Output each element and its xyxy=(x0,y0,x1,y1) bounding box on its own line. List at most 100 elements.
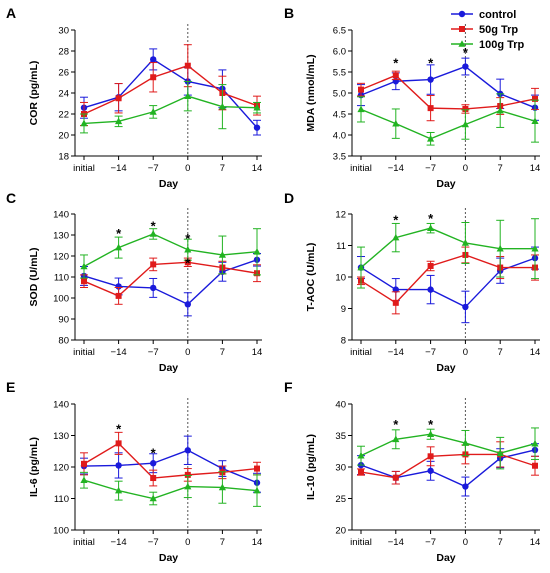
significance-mark: * xyxy=(463,45,469,60)
y-tick-label: 24 xyxy=(58,88,69,99)
x-axis-title: Day xyxy=(436,362,455,374)
data-point xyxy=(81,460,87,467)
series-line xyxy=(360,108,536,140)
data-point xyxy=(427,262,434,269)
data-point xyxy=(150,56,157,63)
series-line xyxy=(360,254,535,304)
data-point xyxy=(357,451,365,459)
x-tick-label: −7 xyxy=(148,537,159,548)
data-point xyxy=(392,435,400,443)
data-point xyxy=(115,462,122,469)
x-tick-label: 7 xyxy=(220,537,225,548)
series-line xyxy=(83,261,258,297)
x-axis-title: Day xyxy=(436,178,455,190)
data-point xyxy=(392,72,399,79)
x-tick-label: 14 xyxy=(252,347,263,358)
legend: control 50g Trp 100g Trp xyxy=(451,9,525,51)
data-point xyxy=(392,119,400,127)
x-tick-label: initial xyxy=(350,537,372,548)
chart-panel-d: D 8 9 10 11 12 initial −14 −7 0 7 14 Day T-AOC (U/mL)… xyxy=(284,190,540,374)
legend-item: 50g Trp xyxy=(451,24,518,36)
chart-panel-f: F 20 25 30 35 40 initial −14 −7 0 7 14 Day IL-10 (pg/… xyxy=(284,379,540,564)
data-point xyxy=(253,124,261,131)
data-point xyxy=(532,462,538,469)
chart-panel-a: A 18 20 22 24 26 28 30 initial −14 −7 0 7 14 Day COR (p… xyxy=(6,5,262,190)
y-tick-label: 35 xyxy=(335,431,346,442)
series-50g-trp xyxy=(357,70,539,122)
data-point xyxy=(531,117,539,124)
data-point xyxy=(218,483,226,491)
data-point xyxy=(184,259,191,266)
series-line xyxy=(360,74,536,110)
x-tick-label: 7 xyxy=(498,347,503,358)
legend-label: control xyxy=(479,9,516,21)
x-tick-label: 0 xyxy=(463,347,468,358)
y-tick-label: 80 xyxy=(58,335,69,346)
significance-mark: * xyxy=(428,211,434,226)
data-point xyxy=(81,278,87,285)
data-point xyxy=(392,286,399,293)
series-100g-trp xyxy=(80,80,261,134)
data-point xyxy=(184,92,192,99)
series-line xyxy=(360,433,536,457)
y-tick-label: 100 xyxy=(53,525,69,536)
data-point xyxy=(358,469,364,476)
x-tick-label: 0 xyxy=(463,163,468,174)
x-tick-label: 14 xyxy=(530,347,541,358)
x-tick-label: 14 xyxy=(530,163,541,174)
significance-mark: * xyxy=(116,422,122,437)
x-tick-label: 14 xyxy=(252,163,263,174)
series-line xyxy=(83,259,258,306)
data-point xyxy=(253,486,261,494)
legend-label: 50g Trp xyxy=(479,24,518,36)
data-point xyxy=(150,460,157,467)
legend-marker xyxy=(458,10,466,18)
series-50g-trp xyxy=(357,441,539,485)
x-tick-label: initial xyxy=(73,347,95,358)
x-tick-label: 14 xyxy=(252,537,263,548)
x-tick-label: −14 xyxy=(388,537,404,548)
data-point xyxy=(427,224,435,231)
x-tick-label: −7 xyxy=(425,163,436,174)
y-tick-label: 130 xyxy=(53,431,69,442)
data-point xyxy=(392,233,400,241)
significance-mark: * xyxy=(185,255,191,270)
legend-marker xyxy=(459,26,465,32)
data-point xyxy=(150,475,157,482)
data-point xyxy=(150,74,157,81)
y-tick-label: 5.5 xyxy=(333,67,346,78)
y-tick-label: 40 xyxy=(335,399,346,410)
legend-item: control xyxy=(451,9,516,21)
x-axis-title: Day xyxy=(436,552,455,564)
x-tick-label: 0 xyxy=(463,537,468,548)
series-line xyxy=(83,58,258,129)
data-point xyxy=(531,439,539,447)
series-line xyxy=(83,64,258,115)
data-point xyxy=(218,102,226,110)
y-axis-title: IL-10 (pg/mL) xyxy=(305,434,317,500)
data-point xyxy=(461,239,469,246)
series-100g-trp xyxy=(357,218,539,289)
x-tick-label: −14 xyxy=(388,163,404,174)
data-point xyxy=(427,286,434,293)
series-50g-trp xyxy=(80,44,261,127)
series-line xyxy=(360,453,536,479)
series-control xyxy=(80,435,261,493)
data-point xyxy=(496,449,504,456)
data-point xyxy=(149,494,157,502)
x-tick-label: −7 xyxy=(425,537,436,548)
y-tick-label: 28 xyxy=(58,46,69,57)
y-tick-label: 5.0 xyxy=(333,88,346,99)
x-tick-label: 14 xyxy=(530,537,541,548)
y-tick-label: 6.5 xyxy=(333,25,346,36)
data-point xyxy=(392,474,399,481)
panel-letter: D xyxy=(284,190,294,206)
x-tick-label: initial xyxy=(73,163,95,174)
y-tick-label: 8 xyxy=(341,335,346,346)
series-line xyxy=(360,65,536,109)
legend-item: 100g Trp xyxy=(451,39,525,51)
data-point xyxy=(150,261,157,268)
series-line xyxy=(83,442,258,479)
y-tick-label: 110 xyxy=(54,272,69,283)
